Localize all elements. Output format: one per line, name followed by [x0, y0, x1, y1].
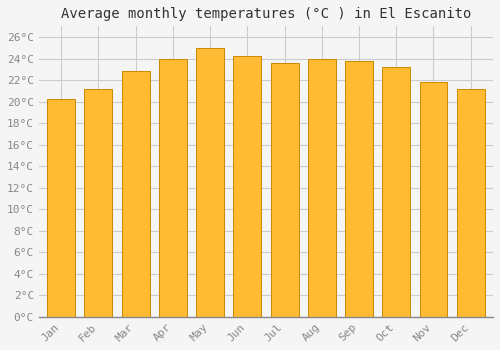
Bar — [270, 63, 298, 317]
Bar — [196, 48, 224, 317]
Bar — [84, 89, 112, 317]
Bar — [382, 67, 410, 317]
Bar — [308, 58, 336, 317]
Bar — [420, 82, 448, 317]
Bar — [457, 89, 484, 317]
Bar — [122, 71, 150, 317]
Title: Average monthly temperatures (°C ) in El Escanito: Average monthly temperatures (°C ) in El… — [60, 7, 471, 21]
Bar — [159, 58, 187, 317]
Bar — [345, 61, 373, 317]
Bar — [47, 99, 75, 317]
Bar — [234, 56, 262, 317]
